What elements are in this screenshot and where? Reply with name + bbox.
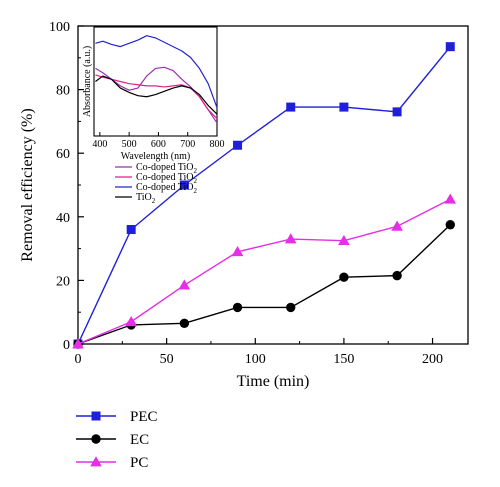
inset-legend-label: Co-doped TiO2 xyxy=(136,162,198,175)
legend-label-pec: PEC xyxy=(130,409,158,425)
inset-legend-label: Co-doped TiO2 xyxy=(136,182,198,195)
x-tick-label: 0 xyxy=(75,352,82,367)
y-tick-label: 20 xyxy=(56,274,70,289)
data-point-pc xyxy=(284,233,297,244)
y-tick-label: 0 xyxy=(63,338,70,353)
inset-absorbance-plot: 400 500 600 700 800 Wavelength (nm) Absorbance… xyxy=(82,26,225,205)
legend-label-pc: PC xyxy=(130,455,148,471)
inset-legend-label-base: Co-doped TiO xyxy=(136,162,194,173)
inset-x-tick-label: 400 xyxy=(92,139,107,150)
inset-legend-label-subscript: 2 xyxy=(194,177,198,185)
data-point-pc xyxy=(72,338,84,349)
series-pc xyxy=(72,193,457,349)
data-point-pc xyxy=(444,193,457,204)
inset-spectrum-line xyxy=(95,35,218,108)
inset-legend-label: TiO2 xyxy=(136,192,156,205)
inset-legend-label-base: TiO xyxy=(136,192,152,203)
x-tick-label: 150 xyxy=(333,352,354,367)
data-point-pec xyxy=(126,225,136,235)
x-tick-label: 100 xyxy=(245,352,266,367)
main-legend: PEC EC PC xyxy=(76,409,158,471)
data-point-pc xyxy=(391,220,403,231)
data-point-pec xyxy=(179,180,189,190)
y-tick-label: 80 xyxy=(56,84,70,99)
data-point-pec xyxy=(339,102,349,112)
data-point-ec xyxy=(445,220,455,230)
main-plot-area: 0 50 100 150 200 0 20 40 60 80 100 Time (min) Remova… xyxy=(19,20,469,390)
inset-legend-label-subscript: 2 xyxy=(194,167,198,175)
data-point-pc xyxy=(178,279,191,290)
legend-marker-pec xyxy=(91,411,101,421)
inset-x-tick-label: 800 xyxy=(210,139,225,150)
inset-spectrum-line xyxy=(95,75,218,115)
inset-legend-label: Co-doped TiO2 xyxy=(136,172,198,185)
series-ec xyxy=(73,220,455,349)
data-point-ec xyxy=(392,270,402,281)
data-point-pec xyxy=(445,42,455,52)
data-point-pc xyxy=(338,234,350,245)
data-point-pec xyxy=(233,140,243,150)
data-point-pec xyxy=(286,102,296,112)
legend-marker-pc xyxy=(90,456,102,467)
series-line-ec xyxy=(77,224,451,345)
y-tick-label: 60 xyxy=(56,147,70,162)
series-line-pc xyxy=(77,198,451,345)
inset-legend-label-base: Co-doped TiO xyxy=(136,172,194,183)
inset-legend-label-base: Co-doped TiO xyxy=(136,182,194,193)
x-tick-label: 50 xyxy=(160,352,174,367)
x-axis-title: Time (min) xyxy=(237,373,310,390)
data-point-ec xyxy=(286,302,296,313)
inset-frame xyxy=(93,26,218,137)
y-tick-label: 40 xyxy=(56,211,70,226)
inset-legend-label-subscript: 2 xyxy=(194,187,198,195)
inset-x-tick-label: 500 xyxy=(122,139,137,150)
inset-x-tick-label: 600 xyxy=(151,139,166,150)
inset-legend-label-subscript: 2 xyxy=(152,197,156,205)
y-axis-title: Removal efficiency (%) xyxy=(19,108,36,261)
inset-x-axis-title: Wavelength (nm) xyxy=(121,151,190,162)
data-point-pc xyxy=(125,315,137,327)
y-tick-label: 100 xyxy=(49,20,70,35)
x-tick-label: 200 xyxy=(422,352,443,367)
inset-y-axis-title: Absorbance (a.u.) xyxy=(82,46,93,117)
inset-x-tick-label: 700 xyxy=(180,139,195,150)
data-point-ec xyxy=(339,272,349,282)
inset-spectrum-line xyxy=(95,74,218,119)
data-point-ec xyxy=(232,302,243,313)
series-pec xyxy=(73,42,455,349)
data-point-pec xyxy=(392,107,402,117)
legend-label-ec: EC xyxy=(130,432,149,448)
series-line-pec xyxy=(77,46,451,345)
legend-marker-ec xyxy=(91,434,101,444)
data-point-pc xyxy=(231,245,244,257)
data-point-ec xyxy=(179,318,190,329)
